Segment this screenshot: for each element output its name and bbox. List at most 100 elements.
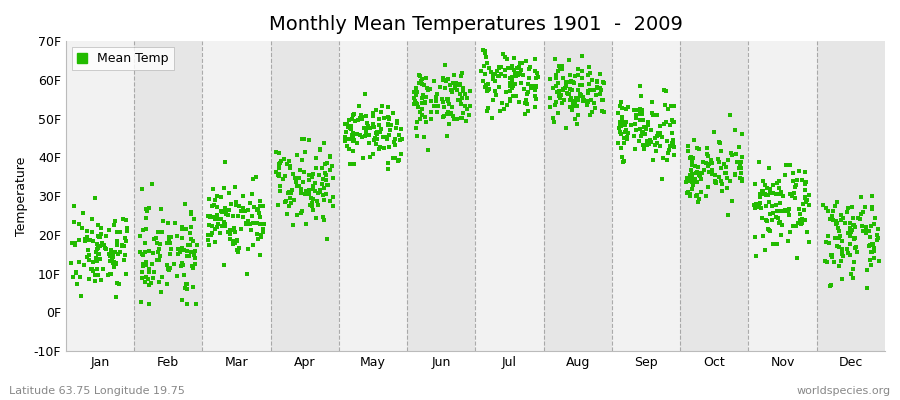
Point bbox=[382, 116, 396, 122]
Text: Latitude 63.75 Longitude 19.75: Latitude 63.75 Longitude 19.75 bbox=[9, 386, 184, 396]
Point bbox=[527, 55, 542, 62]
Point bbox=[652, 130, 667, 136]
Point bbox=[308, 180, 322, 186]
Point bbox=[782, 212, 796, 218]
Point bbox=[101, 272, 115, 278]
Point bbox=[81, 246, 95, 253]
Point bbox=[358, 133, 373, 139]
Point bbox=[617, 158, 632, 164]
Point bbox=[370, 129, 384, 136]
Point bbox=[778, 162, 793, 168]
Point bbox=[149, 240, 164, 246]
Point bbox=[770, 208, 784, 214]
Point bbox=[309, 165, 323, 172]
Point bbox=[299, 221, 313, 228]
Point bbox=[789, 177, 804, 184]
Point bbox=[436, 114, 450, 120]
Point bbox=[376, 134, 391, 140]
Point bbox=[507, 67, 521, 73]
Point bbox=[828, 217, 842, 224]
Point bbox=[221, 206, 236, 213]
Point bbox=[89, 249, 104, 256]
Point bbox=[119, 270, 133, 277]
Point bbox=[377, 114, 392, 121]
Point bbox=[692, 170, 706, 176]
Point bbox=[492, 73, 507, 79]
Point bbox=[705, 160, 719, 167]
Point bbox=[409, 92, 423, 98]
Point bbox=[720, 157, 734, 164]
Point bbox=[209, 214, 223, 220]
Point bbox=[735, 178, 750, 185]
Point bbox=[246, 220, 260, 226]
Point bbox=[116, 216, 130, 222]
Point bbox=[136, 226, 150, 233]
Point bbox=[551, 80, 565, 86]
Point bbox=[202, 242, 216, 249]
Point bbox=[596, 97, 610, 103]
Point bbox=[479, 82, 493, 89]
Point bbox=[867, 255, 881, 261]
Point bbox=[506, 93, 520, 99]
Point bbox=[154, 206, 168, 212]
Point bbox=[73, 274, 87, 280]
Point bbox=[762, 211, 777, 217]
Point bbox=[341, 124, 356, 130]
Point bbox=[283, 194, 297, 201]
Point bbox=[720, 175, 734, 181]
Point bbox=[178, 284, 193, 291]
Point bbox=[85, 216, 99, 222]
Bar bbox=[816, 41, 885, 351]
Point bbox=[870, 232, 885, 238]
Point bbox=[315, 165, 329, 171]
Point bbox=[440, 76, 454, 83]
Point bbox=[338, 129, 353, 136]
Point bbox=[231, 244, 246, 251]
Point bbox=[580, 98, 594, 104]
Point bbox=[509, 65, 524, 72]
Point bbox=[688, 170, 703, 176]
Point bbox=[412, 108, 427, 115]
Point bbox=[306, 206, 320, 213]
Point bbox=[611, 110, 625, 116]
Point bbox=[802, 192, 816, 199]
Point bbox=[846, 215, 860, 221]
Point bbox=[576, 94, 590, 100]
Point bbox=[296, 136, 310, 143]
Point bbox=[221, 228, 236, 235]
Point bbox=[632, 138, 646, 144]
Point bbox=[640, 138, 654, 144]
Point bbox=[500, 64, 515, 71]
Point bbox=[293, 186, 308, 192]
Point bbox=[760, 185, 774, 192]
Point bbox=[694, 176, 708, 183]
Point bbox=[848, 235, 862, 242]
Point bbox=[505, 78, 519, 84]
Point bbox=[774, 222, 788, 228]
Point bbox=[133, 249, 148, 256]
Point bbox=[97, 242, 112, 248]
Point bbox=[110, 238, 124, 244]
Point bbox=[106, 260, 121, 266]
Point bbox=[109, 260, 123, 266]
Point bbox=[282, 158, 296, 164]
Point bbox=[642, 141, 656, 148]
Point bbox=[280, 190, 294, 197]
Point bbox=[303, 194, 318, 201]
Point bbox=[204, 223, 219, 230]
Point bbox=[207, 201, 221, 208]
Point bbox=[446, 104, 460, 110]
Point bbox=[316, 176, 330, 182]
Point bbox=[593, 71, 608, 77]
Point bbox=[436, 76, 450, 83]
Point bbox=[773, 200, 788, 206]
Point bbox=[176, 261, 191, 268]
Point bbox=[749, 201, 763, 208]
Point bbox=[423, 86, 437, 92]
Point bbox=[491, 72, 506, 79]
Point bbox=[800, 229, 814, 236]
Point bbox=[202, 213, 217, 220]
Point bbox=[433, 84, 447, 90]
Point bbox=[525, 83, 539, 90]
Point bbox=[223, 227, 238, 233]
